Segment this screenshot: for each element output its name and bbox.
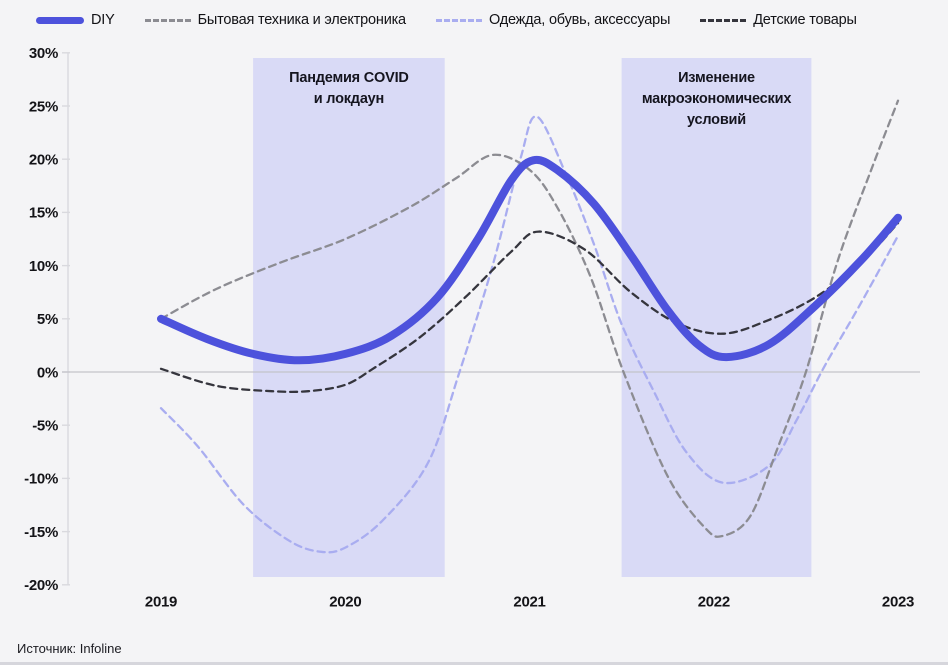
legend-label: Бытовая техника и электроника [197,12,407,28]
y-tick-label: -15% [24,524,58,541]
y-tick-label: -5% [32,417,58,434]
legend-label: DIY [91,12,115,28]
series-line [159,99,900,538]
x-tick-label: 2021 [513,593,545,610]
legend-swatch [36,16,84,24]
band-annotation-line: макроэкономических [641,91,792,107]
y-tick-label: 30% [29,45,58,62]
band-annotation-line: Изменение [678,70,755,86]
legend-label: Одежда, обувь, аксессуары [488,12,671,28]
legend-swatch [700,18,747,22]
legend-label: Детские товары [753,12,857,28]
legend-item: Одежда, обувь, аксессуары [435,12,671,28]
legend-item: Бытовая техника и электроника [144,12,407,28]
highlight-band-1 [621,58,812,577]
y-tick-label: -20% [24,577,58,594]
band-annotation: Изменение макроэкономических условий [607,68,827,131]
y-tick-label: 25% [29,98,58,115]
band-annotation: Пандемия COVID и локдаун [239,68,459,110]
y-tick-label: 0% [37,364,58,381]
band-annotation-line: и локдаун [313,91,385,107]
y-tick-label: 20% [29,151,58,168]
y-tick-label: 5% [37,311,58,328]
band-annotation-line: Пандемия COVID [289,70,409,86]
y-tick-label: -10% [24,471,58,488]
y-tick-label: 10% [29,258,58,275]
source-label: Источник: Infoline [17,641,122,656]
series-line [159,115,900,554]
y-tick-label: 15% [29,205,58,222]
chart-legend: DIY Бытовая техника и электроника Одежда, … [36,9,857,31]
x-tick-label: 2022 [698,593,730,610]
legend-item: Детские товары [700,12,857,28]
band-annotation-line: условий [687,112,746,128]
series-line [159,221,900,394]
x-tick-label: 2019 [145,593,177,610]
legend-swatch [435,18,482,22]
legend-swatch [144,18,191,22]
legend-item: DIY [36,12,115,28]
x-tick-label: 2020 [329,593,361,610]
x-tick-label: 2023 [882,593,914,610]
series-line [157,155,902,365]
